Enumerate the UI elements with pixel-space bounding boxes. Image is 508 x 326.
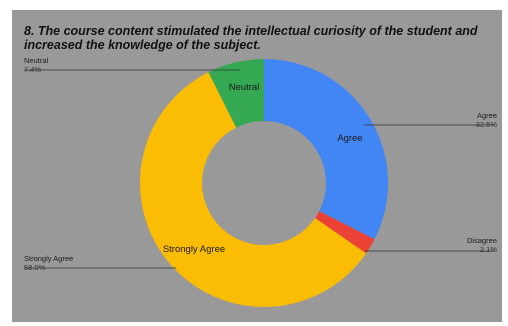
slice-disagree xyxy=(315,211,375,254)
callout-value-neutral: 7.4% xyxy=(24,65,41,74)
callout-value-disagree: 2.1% xyxy=(480,245,497,254)
callout-value-strongly-agree: 58.0% xyxy=(24,263,46,272)
slice-neutral xyxy=(208,59,264,128)
slice-strongly-agree xyxy=(139,72,367,307)
callout-label-strongly-agree: Strongly Agree xyxy=(24,254,73,263)
callout-label-agree: Agree xyxy=(477,111,497,120)
callout-label-neutral: Neutral xyxy=(24,56,49,65)
slices-layer xyxy=(139,59,389,307)
slice-label-neutral: Neutral xyxy=(229,82,260,93)
slice-label-strongly-agree: Strongly Agree xyxy=(163,244,225,255)
slice-agree xyxy=(264,59,389,240)
slice-label-agree: Agree xyxy=(337,133,362,144)
callout-value-agree: 32.5% xyxy=(476,120,498,129)
callout-label-disagree: Disagree xyxy=(467,236,497,245)
chart-title-line-1: 8. The course content stimulated the int… xyxy=(24,24,478,38)
chart-title-line-2: increased the knowledge of the subject. xyxy=(24,38,261,52)
